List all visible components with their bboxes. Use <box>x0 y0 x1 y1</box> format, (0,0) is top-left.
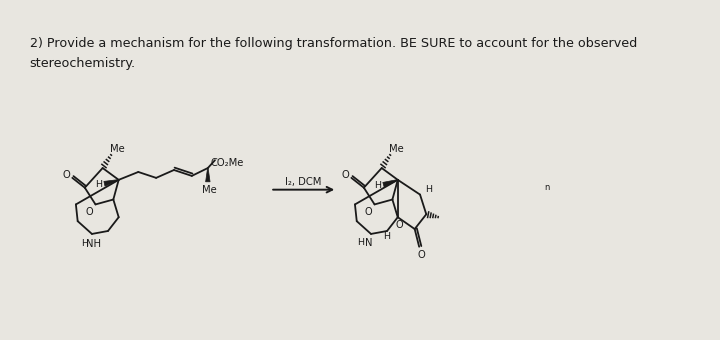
Text: NH: NH <box>86 239 102 249</box>
Text: O: O <box>86 207 93 217</box>
Text: H: H <box>94 180 102 189</box>
Text: H: H <box>81 239 89 248</box>
Text: CO₂Me: CO₂Me <box>211 158 244 168</box>
Text: H: H <box>374 181 381 190</box>
Text: N: N <box>366 238 373 248</box>
Text: Me: Me <box>109 144 125 154</box>
Text: O: O <box>364 207 372 217</box>
Polygon shape <box>104 180 119 186</box>
Text: Me: Me <box>202 185 217 195</box>
Text: O: O <box>417 250 425 260</box>
Text: O: O <box>396 220 403 230</box>
Text: H: H <box>384 232 390 241</box>
Text: I₂, DCM: I₂, DCM <box>285 177 321 187</box>
Text: H: H <box>426 185 433 194</box>
Text: O: O <box>62 170 70 180</box>
Polygon shape <box>383 180 398 187</box>
Text: stereochemistry.: stereochemistry. <box>30 57 135 70</box>
Text: O: O <box>341 170 349 180</box>
Polygon shape <box>206 168 210 182</box>
Text: n: n <box>544 183 549 192</box>
Text: H: H <box>357 238 364 247</box>
Text: 2) Provide a mechanism for the following transformation. BE SURE to account for : 2) Provide a mechanism for the following… <box>30 37 636 50</box>
Text: Me: Me <box>389 144 403 154</box>
